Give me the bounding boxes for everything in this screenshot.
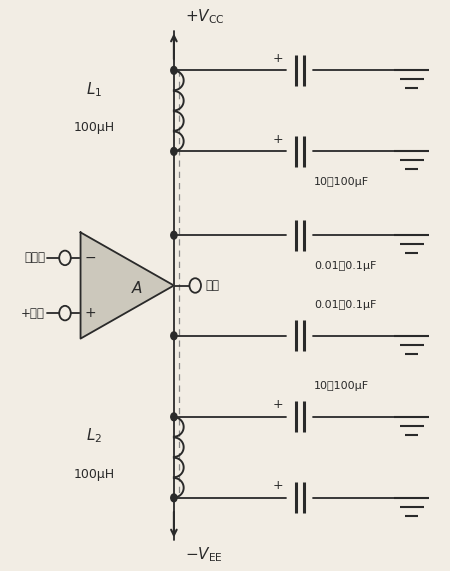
Text: 输出: 输出 [205, 279, 219, 292]
Circle shape [189, 278, 201, 293]
Text: +输入: +输入 [21, 307, 45, 320]
Text: 10～100μF: 10～100μF [314, 381, 369, 391]
Text: $-V_{\mathrm{EE}}$: $-V_{\mathrm{EE}}$ [185, 545, 223, 564]
Text: +: + [272, 398, 283, 411]
Circle shape [171, 147, 177, 155]
Text: +: + [272, 132, 283, 146]
Circle shape [171, 231, 177, 239]
Text: +: + [85, 306, 96, 320]
Circle shape [59, 251, 71, 265]
Text: 10～100μF: 10～100μF [314, 177, 369, 187]
Circle shape [171, 66, 177, 74]
Circle shape [59, 306, 71, 320]
Circle shape [171, 494, 177, 502]
Text: －输入: －输入 [24, 251, 45, 264]
Text: 100μH: 100μH [73, 468, 114, 481]
Text: 0.01～0.1μF: 0.01～0.1μF [314, 300, 376, 310]
Polygon shape [81, 232, 174, 339]
Text: +: + [272, 51, 283, 65]
Circle shape [171, 332, 177, 340]
Text: +: + [272, 479, 283, 492]
Text: A: A [131, 281, 142, 296]
Text: $L_1$: $L_1$ [86, 81, 102, 99]
Text: $L_2$: $L_2$ [86, 427, 102, 445]
Text: $+V_{\mathrm{CC}}$: $+V_{\mathrm{CC}}$ [185, 7, 225, 26]
Circle shape [171, 413, 177, 421]
Text: 100μH: 100μH [73, 121, 114, 134]
Text: −: − [85, 251, 96, 265]
Text: 0.01～0.1μF: 0.01～0.1μF [314, 261, 376, 271]
